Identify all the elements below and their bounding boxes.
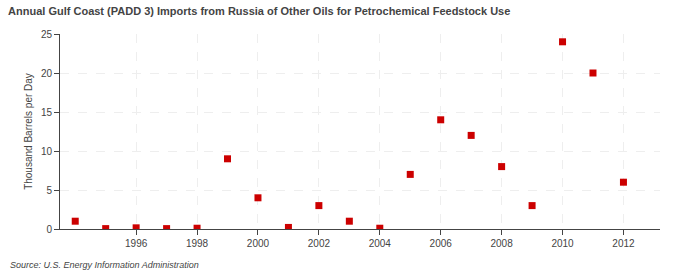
svg-text:5: 5 xyxy=(46,185,52,196)
svg-text:2010: 2010 xyxy=(551,238,574,249)
svg-text:Annual Gulf Coast (PADD 3) Imp: Annual Gulf Coast (PADD 3) Imports from … xyxy=(8,5,510,17)
svg-text:1998: 1998 xyxy=(186,238,209,249)
svg-text:2002: 2002 xyxy=(308,238,331,249)
svg-text:2012: 2012 xyxy=(612,238,635,249)
svg-text:20: 20 xyxy=(41,68,53,79)
svg-text:Thousand Barrels per Day: Thousand Barrels per Day xyxy=(23,73,34,190)
svg-text:10: 10 xyxy=(41,146,53,157)
svg-text:0: 0 xyxy=(46,224,52,235)
svg-text:2004: 2004 xyxy=(369,238,392,249)
svg-text:15: 15 xyxy=(41,107,53,118)
svg-text:2006: 2006 xyxy=(430,238,453,249)
svg-text:2008: 2008 xyxy=(490,238,513,249)
svg-text:Source: U.S. Energy Informatio: Source: U.S. Energy Information Administ… xyxy=(10,260,199,270)
svg-text:2000: 2000 xyxy=(247,238,270,249)
svg-text:1996: 1996 xyxy=(125,238,148,249)
svg-text:25: 25 xyxy=(41,29,53,40)
